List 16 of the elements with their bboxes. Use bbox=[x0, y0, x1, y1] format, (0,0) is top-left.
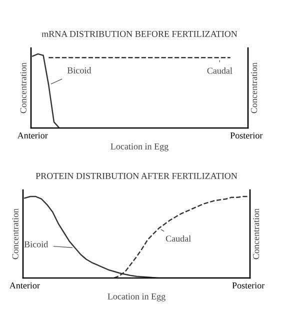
y-axis-title: Concentration bbox=[12, 208, 18, 260]
series-label: Bicoid bbox=[24, 240, 48, 248]
chart-title: mRNA DISTRIBUTION BEFORE FERTILIZATION bbox=[42, 30, 238, 37]
x-tick-label: Anterior bbox=[17, 132, 48, 139]
chart-title: PROTEIN DISTRIBUTION AFTER FERTILIZATION bbox=[36, 172, 238, 179]
x-tick-label: Posterior bbox=[230, 132, 263, 139]
text: Bicoid bbox=[67, 67, 92, 74]
x-axis-title: Location in Egg bbox=[110, 143, 168, 152]
x-tick-label: Anterior bbox=[9, 282, 40, 289]
y2-axis-title: Concentration bbox=[253, 208, 260, 260]
x-axis-title: Location in Egg bbox=[108, 293, 166, 302]
series-label: Caudal bbox=[166, 235, 191, 242]
series-label: Caudal bbox=[207, 67, 232, 74]
x-tick-label: Posterior bbox=[232, 282, 265, 289]
y-axis-title: Concentration bbox=[20, 62, 26, 114]
y2-axis-title: Concentration bbox=[251, 62, 258, 114]
